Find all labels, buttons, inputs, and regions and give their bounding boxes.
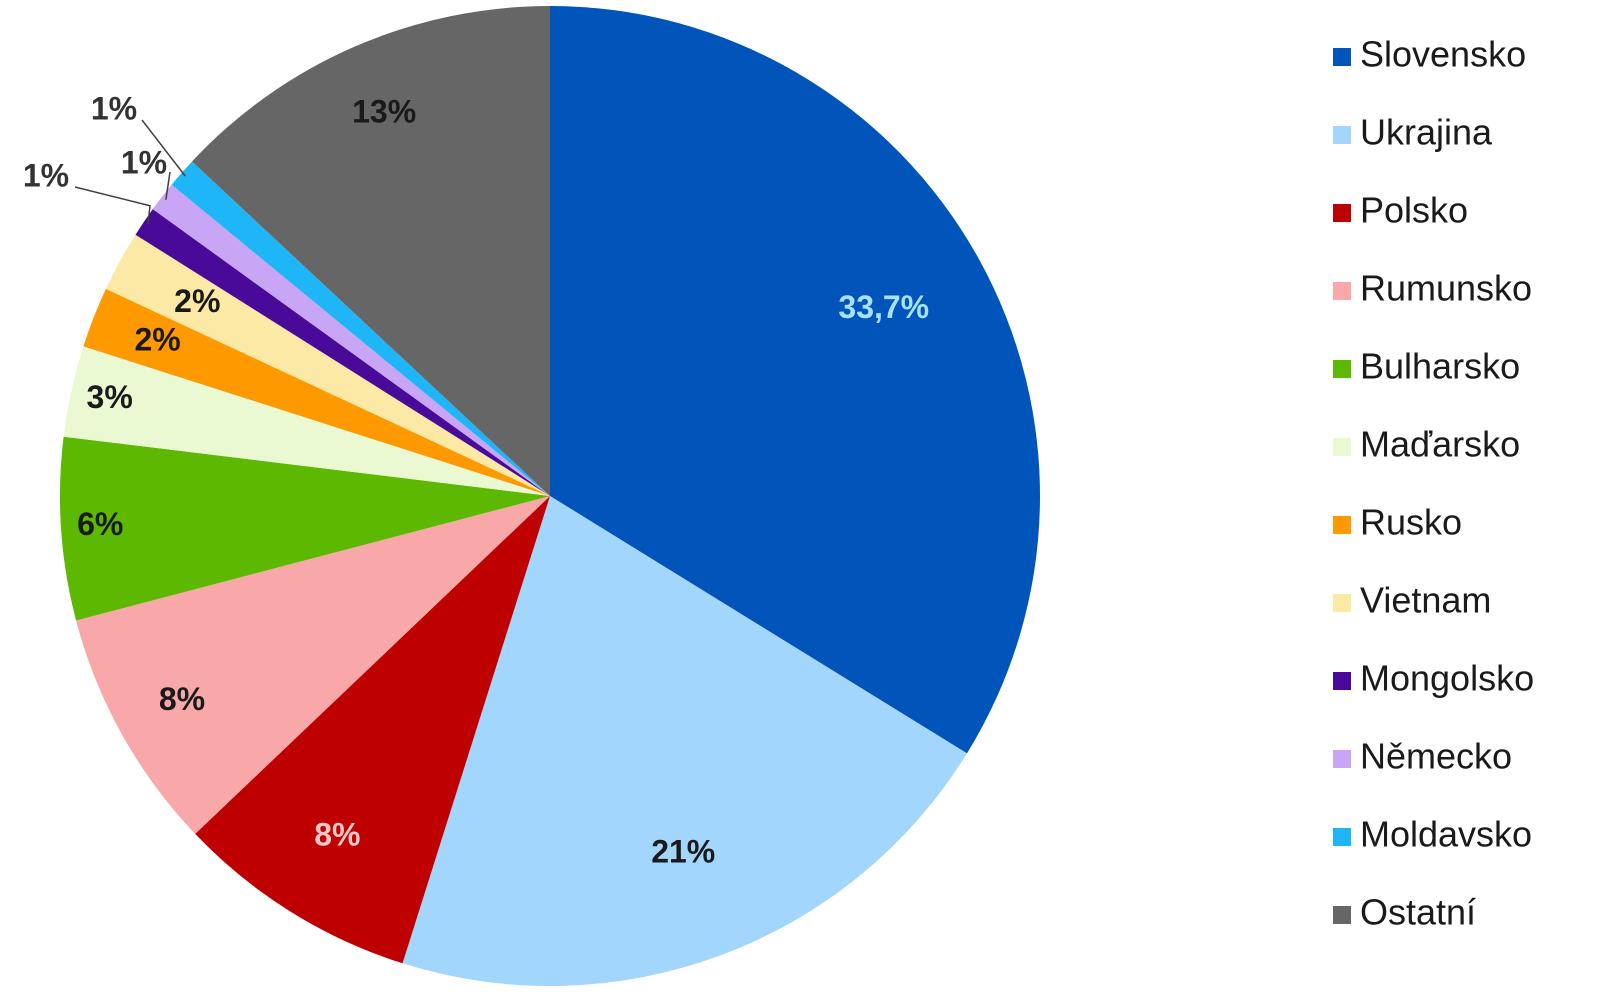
slice-ostatni	[191, 6, 550, 496]
slice-nemecko	[152, 184, 550, 497]
legend-swatch-slovensko	[1333, 48, 1351, 66]
data-label-ukrajina: 21%	[651, 834, 715, 870]
leader-line-mongolsko	[74, 186, 151, 225]
data-label-madarsko: 3%	[87, 379, 133, 415]
legend-item-moldavsko: Moldavsko	[1333, 814, 1532, 855]
legend-label-bulharsko: Bulharsko	[1360, 346, 1520, 387]
legend-label-polsko: Polsko	[1360, 190, 1468, 231]
legend-item-rusko: Rusko	[1333, 502, 1462, 543]
legend-swatch-rusko	[1333, 516, 1351, 534]
data-label-nemecko: 1%	[121, 144, 167, 180]
legend-swatch-bulharsko	[1333, 360, 1351, 378]
data-label-ostatni: 13%	[352, 93, 416, 129]
legend-swatch-nemecko	[1333, 750, 1351, 768]
legend-swatch-moldavsko	[1333, 828, 1351, 846]
slice-ukrajina	[402, 496, 967, 986]
legend-swatch-rumunsko	[1333, 282, 1351, 300]
data-label-bulharsko: 6%	[77, 506, 123, 542]
legend-item-vietnam: Vietnam	[1333, 580, 1491, 621]
legend-item-ukrajina: Ukrajina	[1333, 112, 1493, 153]
slice-rusko	[83, 288, 550, 496]
slice-moldavsko	[171, 161, 550, 496]
legend-swatch-ostatni	[1333, 906, 1351, 924]
legend-swatch-polsko	[1333, 204, 1351, 222]
legend-label-ukrajina: Ukrajina	[1360, 112, 1493, 153]
leader-line-moldavsko	[141, 119, 186, 177]
legend-label-vietnam: Vietnam	[1360, 580, 1491, 621]
slice-polsko	[195, 496, 550, 964]
legend-swatch-ukrajina	[1333, 126, 1351, 144]
legend-item-madarsko: Maďarsko	[1333, 424, 1520, 465]
data-label-rumunsko: 8%	[159, 681, 205, 717]
data-labels: 33,7%21%8%8%6%3%2%2%1% 1%1% 13%	[23, 90, 929, 869]
legend: Slovensko Ukrajina Polsko Rumunsko Bulharsko…	[1333, 34, 1534, 933]
data-label-rusko: 2%	[135, 322, 181, 358]
legend-label-nemecko: Německo	[1360, 736, 1512, 777]
slice-rumunsko	[76, 496, 550, 834]
data-label-vietnam: 2%	[174, 283, 220, 319]
legend-item-nemecko: Německo	[1333, 736, 1512, 777]
slice-madarsko	[63, 346, 550, 496]
leader-lines	[74, 119, 186, 225]
slice-bulharsko	[59, 436, 550, 621]
slice-slovensko	[550, 6, 1040, 754]
leader-line-nemecko	[165, 171, 171, 200]
slice-mongolsko	[135, 209, 550, 496]
pie-slices	[59, 6, 1040, 986]
legend-item-ostatni: Ostatní	[1333, 892, 1476, 933]
legend-swatch-madarsko	[1333, 438, 1351, 456]
legend-item-slovensko: Slovensko	[1333, 34, 1526, 75]
legend-label-madarsko: Maďarsko	[1360, 424, 1520, 465]
slice-vietnam	[105, 234, 551, 496]
legend-swatch-mongolsko	[1333, 672, 1351, 690]
legend-label-slovensko: Slovensko	[1360, 34, 1526, 75]
data-label-polsko: 8%	[314, 816, 360, 852]
data-label-moldavsko: 1%	[91, 90, 137, 126]
data-label-slovensko: 33,7%	[838, 289, 929, 325]
legend-item-bulharsko: Bulharsko	[1333, 346, 1520, 387]
legend-item-polsko: Polsko	[1333, 190, 1468, 231]
legend-item-mongolsko: Mongolsko	[1333, 658, 1534, 699]
legend-label-rumunsko: Rumunsko	[1360, 268, 1532, 309]
legend-label-mongolsko: Mongolsko	[1360, 658, 1534, 699]
legend-label-ostatni: Ostatní	[1360, 892, 1476, 933]
legend-item-rumunsko: Rumunsko	[1333, 268, 1532, 309]
data-label-mongolsko: 1%	[23, 157, 69, 193]
legend-label-moldavsko: Moldavsko	[1360, 814, 1532, 855]
legend-label-rusko: Rusko	[1360, 502, 1462, 543]
legend-swatch-vietnam	[1333, 594, 1351, 612]
